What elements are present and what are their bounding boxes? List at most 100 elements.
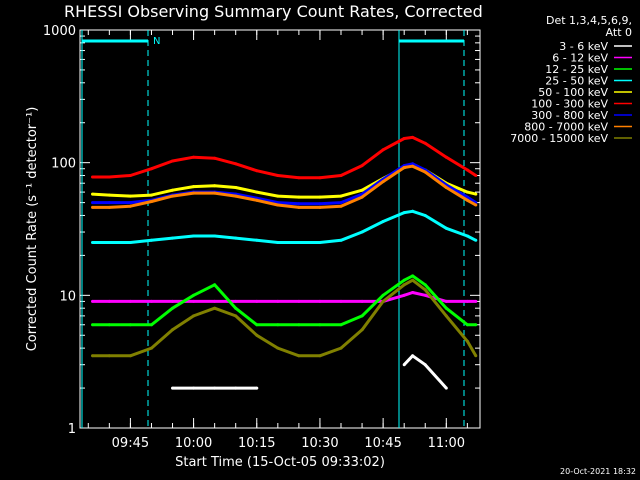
data-point xyxy=(411,164,415,168)
data-point xyxy=(276,346,280,350)
data-point xyxy=(276,299,280,303)
data-point xyxy=(255,299,259,303)
data-point xyxy=(411,354,415,358)
data-point xyxy=(128,241,132,244)
data-point xyxy=(192,155,196,159)
data-point xyxy=(255,198,259,202)
data-point xyxy=(318,202,322,206)
data-point xyxy=(339,299,343,303)
data-point xyxy=(423,293,427,297)
data-point xyxy=(423,170,427,174)
x-tick-label: 10:00 xyxy=(175,436,212,451)
data-point xyxy=(402,211,406,215)
data-point xyxy=(150,323,153,327)
data-point xyxy=(318,354,322,358)
data-point xyxy=(192,185,196,189)
data-point xyxy=(411,162,415,166)
data-point xyxy=(255,169,259,173)
data-point xyxy=(91,323,94,327)
data-point xyxy=(465,198,469,202)
data-point xyxy=(297,299,301,303)
legend-label: 300 - 800 keV xyxy=(531,109,608,122)
plot-frame xyxy=(79,29,481,429)
data-point xyxy=(213,299,217,303)
data-point xyxy=(234,306,238,310)
data-point xyxy=(465,299,469,303)
data-point xyxy=(411,135,415,139)
data-point xyxy=(192,314,196,318)
legend-title-line1: Det 1,3,4,5,6,9, xyxy=(546,14,632,27)
data-point xyxy=(381,299,385,303)
data-point xyxy=(411,209,415,213)
data-point xyxy=(318,195,322,199)
data-point xyxy=(444,226,448,230)
data-point xyxy=(465,323,469,327)
data-point xyxy=(444,306,448,310)
data-point xyxy=(213,386,217,390)
data-point xyxy=(318,241,322,244)
data-point xyxy=(192,234,196,238)
data-point xyxy=(276,194,280,198)
data-point xyxy=(255,333,259,337)
data-point xyxy=(360,230,364,234)
x-tick-label: 11:00 xyxy=(428,436,465,451)
x-tick-label: 10:30 xyxy=(301,436,338,451)
data-point xyxy=(360,299,364,303)
data-point xyxy=(474,174,478,177)
data-point xyxy=(297,323,301,327)
legend-label: 6 - 12 keV xyxy=(552,52,608,65)
data-point xyxy=(474,299,478,303)
data-point xyxy=(234,386,238,390)
data-point xyxy=(318,299,322,303)
data-point xyxy=(423,363,427,367)
data-point xyxy=(339,174,343,177)
data-point xyxy=(276,323,280,327)
data-point xyxy=(234,299,238,303)
data-point xyxy=(91,192,94,196)
data-point xyxy=(411,274,415,278)
data-point xyxy=(444,299,448,303)
y-tick-label: 10 xyxy=(59,289,76,304)
data-point xyxy=(91,241,94,244)
data-point xyxy=(444,155,448,159)
data-point xyxy=(381,180,385,184)
legend-label: 7000 - 15000 keV xyxy=(510,132,608,145)
data-point xyxy=(360,164,364,168)
data-point xyxy=(171,159,174,163)
data-point xyxy=(128,323,132,327)
data-point xyxy=(171,188,174,192)
data-point xyxy=(107,323,111,327)
series-line-0-1 xyxy=(403,354,448,390)
data-point xyxy=(128,204,132,208)
data-point xyxy=(276,203,280,207)
data-point xyxy=(107,205,111,209)
data-point xyxy=(402,166,406,169)
data-point xyxy=(402,283,406,287)
data-point xyxy=(444,314,448,318)
data-point xyxy=(297,241,301,244)
data-point xyxy=(339,194,343,198)
y-tick-label: 1000 xyxy=(43,24,76,39)
x-tick-label: 10:15 xyxy=(238,436,275,451)
data-point xyxy=(360,188,364,192)
data-point xyxy=(91,201,94,205)
data-point xyxy=(423,283,427,287)
data-point xyxy=(128,201,132,205)
data-point xyxy=(91,299,94,303)
data-point xyxy=(234,162,238,166)
data-point xyxy=(171,328,174,332)
legend-label: 100 - 300 keV xyxy=(531,98,608,111)
x-axis-label: Start Time (15-Oct-05 09:33:02) xyxy=(175,455,385,470)
data-point xyxy=(213,283,217,287)
data-point xyxy=(402,137,406,140)
data-point xyxy=(297,176,301,180)
data-point xyxy=(465,339,469,343)
data-point xyxy=(444,186,448,189)
data-point xyxy=(255,386,259,390)
data-point xyxy=(465,195,469,199)
data-point xyxy=(318,323,322,327)
data-point xyxy=(360,195,364,199)
data-point xyxy=(474,238,478,242)
data-point xyxy=(150,200,153,203)
